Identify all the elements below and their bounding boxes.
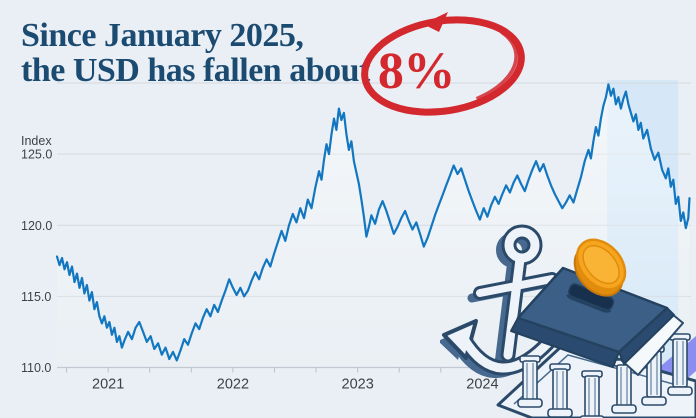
y-tick-label: 110.0 [21, 361, 51, 375]
column [517, 355, 543, 408]
column [547, 363, 573, 418]
x-tick-label: 2023 [342, 377, 374, 393]
headline-line2: the USD has fallen about 8% [21, 46, 455, 98]
x-tick-label: 2021 [92, 377, 124, 393]
headline-line2-text: the USD has fallen about [21, 52, 370, 90]
coin-icon [573, 238, 627, 297]
y-tick-label: 120.0 [21, 219, 52, 233]
x-tick-label: 2022 [217, 377, 249, 393]
usd-index-line [55, 83, 691, 362]
series-area [57, 84, 690, 368]
bank-illustration [440, 224, 696, 418]
headline: Since January 2025, the USD has fallen a… [21, 17, 455, 98]
y-tick-label: 115.0 [21, 290, 51, 304]
headline-line1: Since January 2025, [21, 17, 304, 54]
column [579, 370, 605, 418]
column [667, 333, 693, 396]
x-tick-label: 2024 [466, 377, 498, 393]
coin-slot-front-edge [566, 294, 612, 313]
bank-roof [510, 266, 684, 376]
headline-highlight-value: 8% [377, 43, 456, 101]
y-axis-title: Index [21, 134, 52, 148]
bank-columns [517, 333, 693, 418]
usd-index-area [57, 84, 690, 368]
series-line [55, 83, 691, 362]
y-tick-label: 125.0 [21, 148, 52, 162]
anchor-icon [440, 224, 559, 378]
